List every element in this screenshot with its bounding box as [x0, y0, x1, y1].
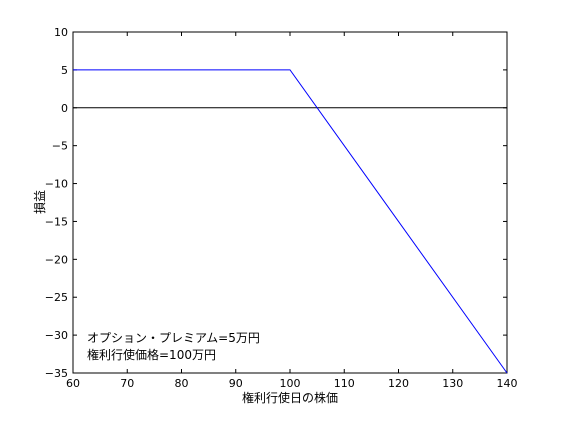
y-tick-label: 0	[61, 102, 68, 115]
y-tick-label: −15	[45, 215, 68, 228]
y-axis-label: 損益	[32, 190, 47, 214]
y-tick-label: 10	[54, 26, 68, 39]
x-tick-label: 90	[229, 377, 243, 390]
annotation-text: オプション・プレミアム=5万円	[87, 331, 260, 345]
y-tick-label: −10	[45, 178, 68, 191]
y-tick-label: −30	[45, 329, 68, 342]
x-tick-label: 100	[280, 377, 301, 390]
plot-area	[72, 31, 508, 374]
x-tick-label: 110	[334, 377, 355, 390]
series-group	[73, 69, 508, 374]
x-tick-label: 70	[120, 377, 134, 390]
x-tick-label: 140	[497, 377, 518, 390]
x-axis-label: 権利行使日の株価	[242, 390, 338, 405]
x-tick-label: 80	[175, 377, 189, 390]
y-tick-label: −5	[52, 140, 68, 153]
y-tick-label: −20	[45, 253, 68, 266]
y-tick-label: 5	[61, 64, 68, 77]
payoff-line	[73, 69, 508, 374]
x-tick-label: 130	[442, 377, 463, 390]
y-tick-labels: 10 5 0 −5 −10 −15 −20 −25 −30 −35	[45, 26, 68, 380]
x-tick-labels: 60 70 80 90 100 110 120 130 140	[66, 377, 518, 390]
y-tick-label: −25	[45, 291, 68, 304]
x-tick-label: 60	[66, 377, 80, 390]
y-tick-label: −35	[45, 367, 68, 380]
annotation-text: 権利行使価格=100万円	[87, 347, 216, 362]
x-tick-label: 120	[388, 377, 409, 390]
